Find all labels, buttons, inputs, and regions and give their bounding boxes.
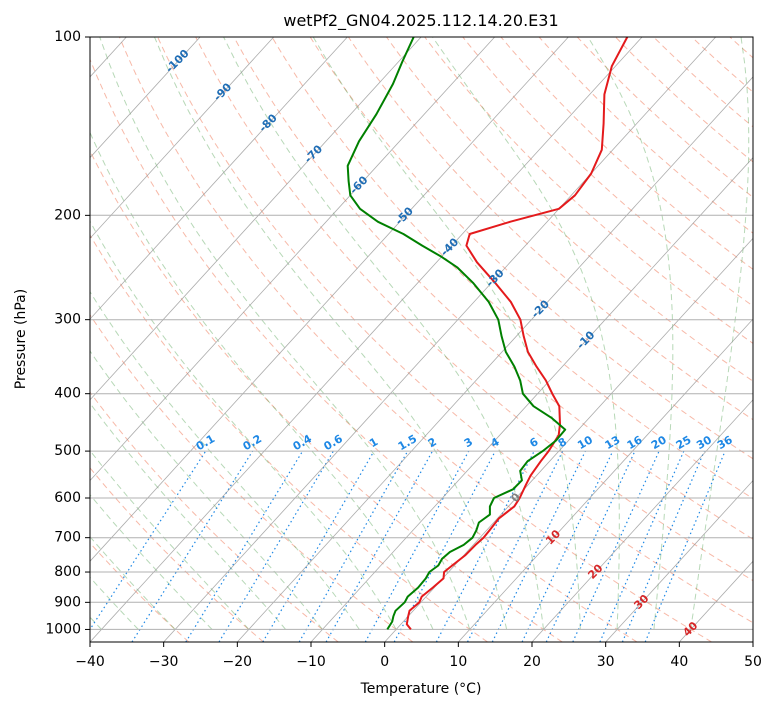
moist-adiabat: [154, 37, 508, 630]
dry-adiabat: [195, 37, 753, 582]
dry-adiabat: [90, 149, 563, 642]
y-tick-label: 900: [54, 594, 81, 610]
mixing-ratio-line: [572, 450, 660, 642]
moist-adiabat: [432, 37, 620, 630]
skewed-isotherm: [90, 37, 201, 159]
skewed-isotherm: [90, 37, 495, 482]
skewed-isotherm: [90, 37, 569, 562]
skewed-isotherm: [90, 37, 348, 320]
mixing-ratio-line: [364, 450, 470, 642]
profile-lines: [346, 37, 629, 631]
moist-adiabat: [99, 37, 471, 630]
skewed-isotherm: [237, 76, 753, 642]
skewed-isotherm: [458, 318, 753, 642]
moist-adiabat: [90, 290, 360, 630]
dry-adiabat: [347, 37, 753, 421]
x-axis-label: Temperature (°C): [360, 681, 482, 697]
moist-adiabat: [312, 37, 581, 630]
moist-adiabat: [90, 220, 397, 630]
x-tick-label: 40: [670, 654, 688, 670]
mixing-ratio-line: [298, 450, 409, 642]
y-tick-label: 200: [54, 207, 81, 223]
x-tick-label: −40: [75, 654, 105, 670]
moist-adiabat: [90, 350, 323, 630]
skewed-isotherm: [531, 399, 753, 642]
moist-adiabat: [90, 402, 286, 630]
dry-adiabat: [538, 37, 753, 234]
mixing-ratio-line: [218, 450, 334, 642]
axes: −40 −30 −20 −10 0 10 20 30 40 50 1000 900 800 700 600 5…: [45, 29, 762, 670]
skewed-isotherm: [310, 157, 753, 642]
x-tick-label: 0: [380, 654, 389, 670]
pressure-grid: [90, 37, 753, 630]
moist-adiabat: [223, 37, 544, 630]
mixing-ratio-line: [521, 450, 614, 642]
skewed-isotherm: [163, 37, 716, 642]
y-tick-label: 1000: [45, 621, 81, 637]
skewed-isotherm: [90, 37, 274, 239]
mixing-ratio-line: [90, 450, 207, 631]
skewed-isotherm: [90, 37, 422, 401]
x-tick-label: 50: [744, 654, 762, 670]
mixing-ratio-line: [325, 450, 434, 642]
dry-adiabat: [90, 314, 414, 642]
moist-adiabat: [90, 131, 434, 630]
mixing-ratio-line: [644, 450, 726, 642]
dry-adiabat: [271, 37, 753, 500]
y-tick-label: 700: [54, 530, 81, 546]
x-tick-label: −10: [296, 654, 326, 670]
dry-adiabat: [500, 37, 753, 270]
y-tick-label: 600: [54, 490, 81, 506]
mixing-ratio-line: [262, 450, 375, 642]
x-tick-label: −30: [149, 654, 179, 670]
y-tick-label: 500: [54, 443, 81, 459]
plot-frame: [89, 36, 754, 643]
y-tick-label: 300: [54, 312, 81, 328]
x-tick-label: 30: [597, 654, 615, 670]
mixing-ratio-line: [621, 450, 705, 642]
dry-adiabat: [157, 37, 753, 624]
skewed-isotherm: [605, 479, 753, 642]
skewed-isotherm: [90, 37, 643, 642]
mixing-ratio-line: [185, 450, 304, 642]
y-tick-label: 100: [54, 29, 81, 45]
moist-adiabat: [587, 37, 674, 630]
x-tick-label: 10: [449, 654, 467, 670]
y-tick-label: 400: [54, 386, 81, 402]
moist-adiabat: [690, 37, 750, 630]
x-tick-label: −20: [223, 654, 253, 670]
dry-adiabat: [424, 37, 753, 344]
dry-adiabat: [118, 37, 712, 642]
dry-adiabat: [90, 391, 339, 642]
dewpoint-profile: [346, 37, 567, 630]
x-tick-label: 20: [523, 654, 541, 670]
mixing-ratio-line: [491, 450, 586, 642]
dry-adiabat: [576, 37, 753, 198]
mixing-ratio-line: [599, 450, 685, 642]
mixing-ratio-line: [131, 450, 254, 642]
skewed-isotherm: [384, 237, 753, 642]
dry-adiabat: [386, 37, 753, 382]
chart-title: wetPf2_GN04.2025.112.14.20.E31: [283, 11, 558, 31]
dry-adiabat: [233, 37, 753, 540]
y-tick-label: 800: [54, 564, 81, 580]
temperature-profile: [405, 37, 629, 631]
y-axis-label: Pressure (hPa): [13, 289, 29, 389]
